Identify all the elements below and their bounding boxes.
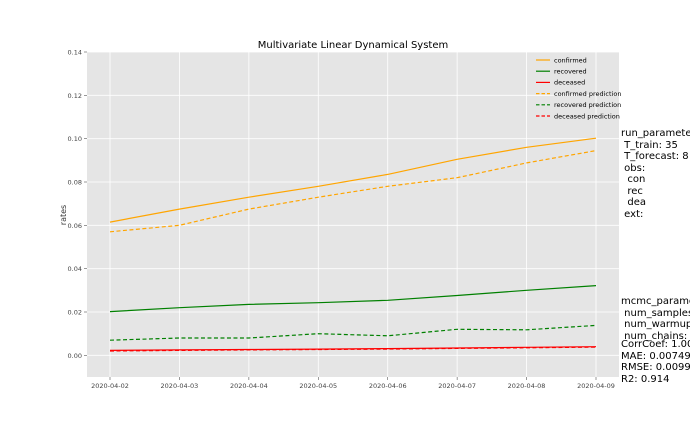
run-parameters: run_parameters: T_train: 35 T_forecast: … xyxy=(621,128,690,220)
legend-label: confirmed prediction xyxy=(554,90,621,98)
annotation-line: run_parameters: xyxy=(621,128,690,139)
legend-label: confirmed xyxy=(554,56,587,64)
y-tick-label: 0.08 xyxy=(68,179,82,187)
annotation-line: obs: xyxy=(621,162,646,174)
annotation-line: RMSE: 0.00990 xyxy=(621,362,690,373)
plot-area xyxy=(87,52,619,377)
annotation-line: ext: xyxy=(621,208,644,220)
series-line-confirmed-prediction xyxy=(109,150,597,233)
annotation-line: R2: 0.914 xyxy=(621,373,670,385)
x-tick-label: 2020-04-02 xyxy=(91,382,129,390)
legend-label: deceased xyxy=(554,79,585,87)
x-tick-label: 2020-04-06 xyxy=(369,382,407,390)
annotation-line: dea xyxy=(621,197,646,208)
legend-label: recovered prediction xyxy=(554,101,621,109)
y-tick-label: 0.14 xyxy=(68,49,82,57)
annotation-line: num_chains: 1 xyxy=(621,330,690,342)
chart-title: Multivariate Linear Dynamical System xyxy=(258,40,449,51)
x-ticks: 2020-04-02 2020-04-03 2020-04-04 2020-04-05… xyxy=(91,377,615,390)
series-line-recovered xyxy=(109,285,597,313)
annotation-line: rec xyxy=(621,185,643,197)
x-tick-label: 2020-04-03 xyxy=(161,382,199,390)
y-tick-label: 0.12 xyxy=(68,92,82,100)
grid xyxy=(87,51,619,377)
annotation-line: num_samples: 1 xyxy=(624,307,690,319)
series-lines xyxy=(109,137,597,352)
mcmc-parameters: mcmc_parameters num_samples: 1 num_warmu… xyxy=(621,296,690,342)
y-axis-label: rates xyxy=(59,205,68,225)
y-tick-label: 0.04 xyxy=(68,265,82,273)
x-tick-label: 2020-04-09 xyxy=(577,382,615,390)
legend: confirmed recovered deceased confirmed pred… xyxy=(536,56,621,120)
annotation-line: T_forecast: 8 xyxy=(621,151,689,162)
y-tick-label: 0.02 xyxy=(68,309,82,317)
x-tick-label: 2020-04-05 xyxy=(299,382,337,390)
annotation-line: CorrCoef: 1.000 xyxy=(621,339,690,350)
annotation-line: con xyxy=(621,174,646,185)
annotation-line: T_train: 35 xyxy=(621,139,678,151)
annotation-line: num_warmup: 1 xyxy=(624,319,690,330)
series-line-confirmed xyxy=(109,137,597,223)
annotation-line: mcmc_parameters xyxy=(621,296,690,307)
y-tick-label: 0.10 xyxy=(68,135,82,143)
x-tick-label: 2020-04-04 xyxy=(230,382,268,390)
legend-label: deceased prediction xyxy=(554,112,620,120)
annotation-line: MAE: 0.00749 xyxy=(621,350,690,362)
y-tick-label: 0.06 xyxy=(68,222,82,230)
legend-label: recovered xyxy=(554,68,587,76)
series-line-deceased-prediction xyxy=(109,346,597,352)
x-tick-label: 2020-04-07 xyxy=(438,382,476,390)
y-ticks: 0.00 0.02 0.04 0.06 0.08 0.10 0.12 0.14 xyxy=(68,49,87,360)
x-tick-label: 2020-04-08 xyxy=(508,382,546,390)
y-tick-label: 0.00 xyxy=(68,352,82,360)
series-line-recovered-prediction xyxy=(109,324,597,341)
